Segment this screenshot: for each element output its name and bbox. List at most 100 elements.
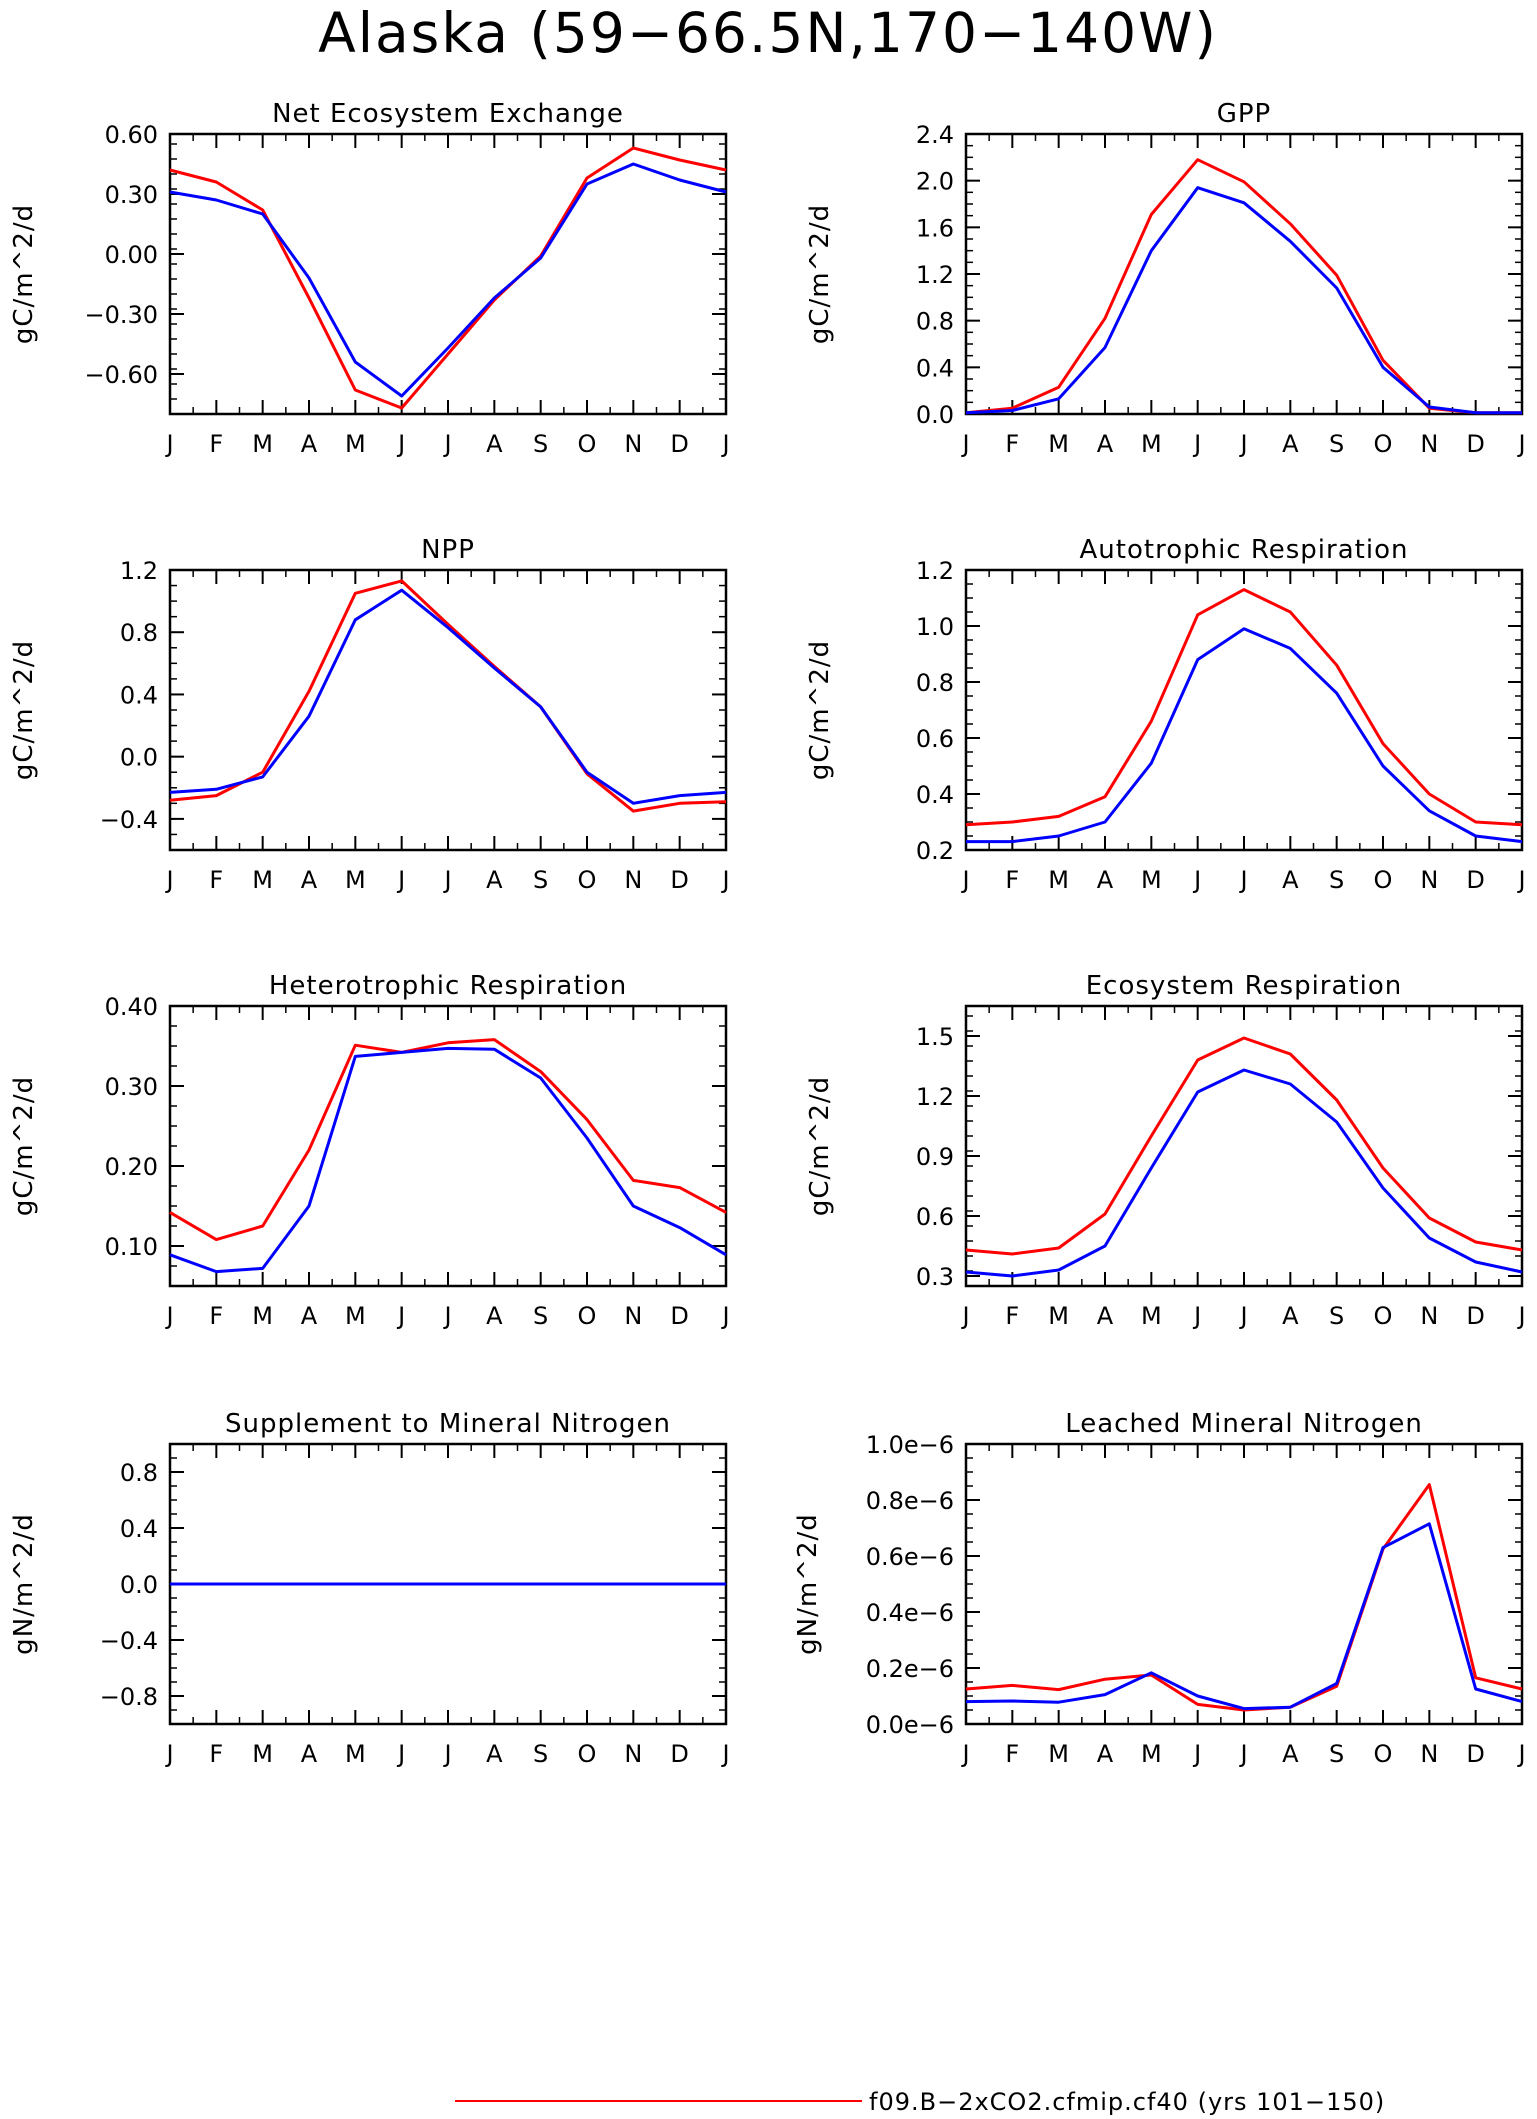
x-tick-label: A bbox=[1282, 866, 1299, 894]
x-tick-label: A bbox=[486, 430, 503, 458]
x-tick-label: J bbox=[960, 1740, 969, 1768]
series-line-blue bbox=[966, 627, 1523, 844]
legend: f09.B−2xCO2.cfmip.cf40 (yrs 101−150) bbox=[455, 2088, 1385, 2116]
x-tick-label: A bbox=[486, 1302, 503, 1330]
x-tick-label: A bbox=[1097, 430, 1114, 458]
x-tick-label: D bbox=[1466, 1302, 1484, 1330]
x-tick-label: A bbox=[486, 1740, 503, 1768]
legend-label: f09.B−2xCO2.cfmip.cf40 (yrs 101−150) bbox=[869, 2088, 1385, 2116]
x-tick-label: J bbox=[1238, 1740, 1247, 1768]
y-axis-label: gC/m^2/d bbox=[805, 204, 835, 344]
y-tick-label: 0.6 bbox=[916, 1203, 954, 1231]
x-tick-label: S bbox=[1329, 1740, 1344, 1768]
series-line-red bbox=[169, 146, 727, 410]
x-tick-label: J bbox=[442, 866, 451, 894]
y-tick-label: 0.4 bbox=[916, 781, 954, 809]
series-line-blue bbox=[169, 588, 727, 805]
plot-frame bbox=[964, 132, 1524, 416]
x-tick-label: S bbox=[1329, 1302, 1344, 1330]
x-tick-label: O bbox=[578, 866, 597, 894]
y-tick-label: 0.30 bbox=[105, 181, 158, 209]
x-tick-label: A bbox=[301, 1740, 318, 1768]
x-tick-label: M bbox=[252, 866, 273, 894]
x-tick-label: J bbox=[720, 430, 729, 458]
x-tick-label: F bbox=[209, 1302, 223, 1330]
x-tick-label: N bbox=[1420, 430, 1438, 458]
x-tick-label: A bbox=[301, 430, 318, 458]
x-tick-label: J bbox=[1238, 430, 1247, 458]
panel-title: NPP bbox=[421, 535, 475, 565]
x-tick-label: M bbox=[1048, 866, 1069, 894]
panel-title: Leached Mineral Nitrogen bbox=[1065, 1409, 1423, 1439]
y-tick-label: 0.8 bbox=[916, 308, 954, 336]
x-tick-label: J bbox=[442, 1740, 451, 1768]
plot-frame bbox=[168, 132, 728, 416]
x-tick-label: A bbox=[1097, 1302, 1114, 1330]
y-tick-label: 0.8 bbox=[916, 669, 954, 697]
x-tick-label: A bbox=[1282, 430, 1299, 458]
series-line-red bbox=[965, 158, 1522, 415]
x-tick-label: J bbox=[960, 866, 969, 894]
x-tick-label: D bbox=[670, 1302, 688, 1330]
y-tick-label: 0.8 bbox=[120, 619, 158, 647]
y-tick-label: 2.0 bbox=[916, 168, 954, 196]
x-tick-label: S bbox=[1329, 430, 1344, 458]
x-tick-label: A bbox=[1097, 866, 1114, 894]
series-line-red bbox=[965, 1036, 1523, 1256]
series-line-blue bbox=[965, 186, 1522, 415]
x-tick-label: J bbox=[442, 430, 451, 458]
x-tick-label: O bbox=[1374, 1302, 1393, 1330]
x-tick-label: D bbox=[1466, 866, 1484, 894]
x-tick-label: M bbox=[1141, 866, 1162, 894]
x-tick-label: J bbox=[442, 1302, 451, 1330]
y-tick-label: 0.0 bbox=[120, 1571, 158, 1599]
x-tick-label: M bbox=[1141, 1740, 1162, 1768]
x-tick-label: D bbox=[1466, 1740, 1484, 1768]
x-tick-label: J bbox=[1516, 1302, 1525, 1330]
x-tick-label: N bbox=[1420, 866, 1438, 894]
x-tick-label: J bbox=[396, 1302, 405, 1330]
series-line-red bbox=[169, 579, 727, 813]
panel-title: Heterotrophic Respiration bbox=[269, 971, 627, 1001]
x-tick-label: S bbox=[533, 1740, 548, 1768]
y-tick-label: 0.4 bbox=[916, 354, 954, 382]
x-tick-label: J bbox=[1516, 866, 1525, 894]
x-tick-label: A bbox=[486, 866, 503, 894]
y-tick-label: 0.6e−6 bbox=[866, 1543, 954, 1571]
series-line-blue bbox=[169, 1046, 727, 1274]
x-tick-label: J bbox=[164, 1302, 173, 1330]
x-tick-label: S bbox=[533, 430, 548, 458]
x-tick-label: N bbox=[1420, 1740, 1438, 1768]
x-tick-label: J bbox=[960, 430, 969, 458]
panel-title: Net Ecosystem Exchange bbox=[272, 99, 624, 129]
x-tick-label: F bbox=[1005, 430, 1019, 458]
x-tick-label: M bbox=[1141, 430, 1162, 458]
x-tick-label: J bbox=[720, 1302, 729, 1330]
series-line-blue bbox=[965, 1068, 1523, 1278]
x-tick-label: J bbox=[720, 1740, 729, 1768]
panel-title: Autotrophic Respiration bbox=[1080, 535, 1409, 565]
y-tick-label: 0.40 bbox=[105, 993, 158, 1021]
x-tick-label: J bbox=[1192, 1740, 1201, 1768]
x-tick-label: O bbox=[578, 1740, 597, 1768]
series-line-blue bbox=[169, 162, 727, 398]
x-tick-label: J bbox=[1516, 1740, 1525, 1768]
y-tick-label: 0.4e−6 bbox=[866, 1599, 954, 1627]
x-tick-label: M bbox=[345, 430, 366, 458]
x-tick-label: M bbox=[252, 430, 273, 458]
y-tick-label: 1.5 bbox=[916, 1023, 954, 1051]
x-tick-label: N bbox=[624, 1302, 642, 1330]
x-tick-label: M bbox=[345, 1740, 366, 1768]
y-tick-label: 1.6 bbox=[916, 214, 954, 242]
y-tick-label: 2.4 bbox=[916, 121, 954, 149]
series-line-red bbox=[965, 588, 1523, 827]
y-axis-label: gC/m^2/d bbox=[9, 1076, 39, 1216]
y-tick-label: 1.0 bbox=[916, 613, 954, 641]
x-tick-label: J bbox=[960, 1302, 969, 1330]
